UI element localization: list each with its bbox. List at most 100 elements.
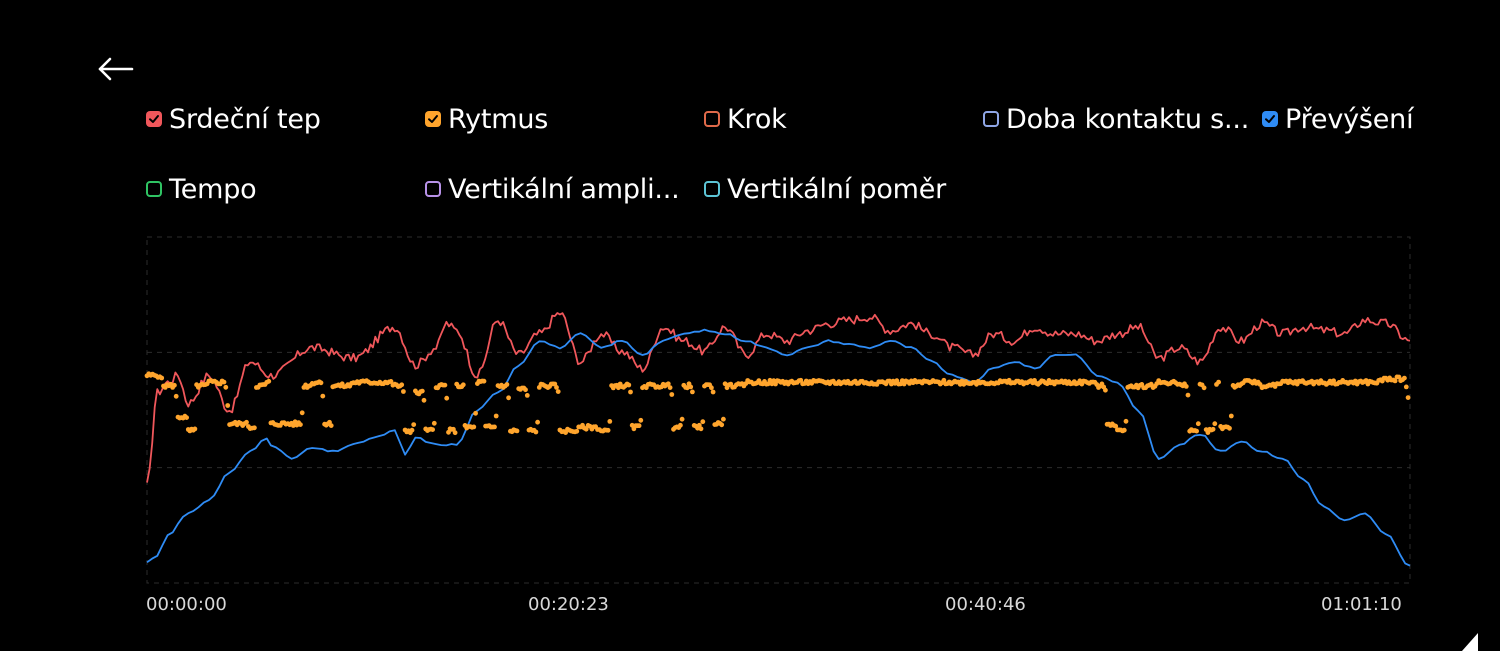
cadence-point <box>320 393 326 399</box>
cadence-point <box>172 382 177 388</box>
legend-item[interactable]: Krok <box>704 99 787 139</box>
cadence-point <box>244 419 249 425</box>
cadence-point <box>444 395 450 401</box>
cadence-point <box>698 426 704 432</box>
cadence-point <box>605 427 611 433</box>
cadence-point <box>159 375 165 381</box>
cadence-point <box>535 419 540 425</box>
cadence-point <box>493 413 499 419</box>
legend-label: Krok <box>727 103 787 135</box>
x-tick-label: 01:01:10 <box>1321 594 1402 615</box>
cadence-point <box>709 385 714 391</box>
cadence-point <box>1216 379 1221 385</box>
checkbox-unchecked-icon[interactable] <box>425 181 441 197</box>
x-tick-label: 00:20:23 <box>528 594 609 615</box>
cadence-point <box>481 378 487 384</box>
checkbox-checked-icon[interactable] <box>1262 111 1278 127</box>
cadence-point <box>533 429 539 435</box>
cadence-point <box>678 422 683 428</box>
cadence-point <box>388 379 394 384</box>
cadence-point <box>401 389 406 394</box>
checkbox-unchecked-icon[interactable] <box>704 111 720 127</box>
cadence-point <box>430 427 435 432</box>
cadence-point <box>1227 425 1232 431</box>
legend-label: Rytmus <box>448 103 549 135</box>
cadence-point <box>514 428 520 434</box>
checkbox-unchecked-icon[interactable] <box>983 111 999 127</box>
legend-label: Vertikální poměr <box>727 173 947 205</box>
cadence-point <box>504 382 510 387</box>
cadence-point <box>1123 418 1129 424</box>
legend-label: Tempo <box>169 173 257 205</box>
cadence-point <box>298 422 303 427</box>
legend-label: Vertikální ampli... <box>448 173 680 205</box>
cadence-point <box>636 423 642 429</box>
cadence-point <box>700 419 706 425</box>
checkbox-unchecked-icon[interactable] <box>146 181 162 197</box>
cadence-point <box>473 410 478 416</box>
cadence-point <box>941 377 947 383</box>
legend-item[interactable]: Tempo <box>146 169 257 209</box>
cadence-point <box>1212 421 1218 427</box>
cadence-point <box>1228 413 1234 419</box>
plot-frame <box>146 236 1411 584</box>
cadence-point <box>192 426 198 432</box>
cadence-point <box>669 392 675 397</box>
cadence-point <box>574 428 580 434</box>
arrow-left-icon <box>98 57 134 81</box>
cadence-point <box>409 427 415 433</box>
cadence-point <box>690 389 695 395</box>
series-elevation-line <box>146 328 1411 567</box>
cadence-point <box>318 380 324 386</box>
cadence-point <box>722 381 728 387</box>
cadence-point <box>638 417 644 423</box>
cadence-point <box>1183 384 1189 389</box>
cadence-point <box>721 416 726 422</box>
cadence-point <box>173 393 179 399</box>
cadence-point <box>252 425 257 431</box>
series-heart-rate-line <box>146 312 1411 483</box>
cadence-point <box>1103 387 1108 393</box>
legend-label: Převýšení <box>1285 103 1414 135</box>
cadence-point <box>419 388 425 394</box>
back-button[interactable] <box>96 52 136 86</box>
cadence-point <box>554 385 559 390</box>
resize-corner-icon <box>1462 633 1478 651</box>
cadence-point <box>665 381 671 387</box>
cadence-point <box>184 415 190 420</box>
legend-label: Srdeční tep <box>169 103 321 135</box>
cadence-point <box>555 389 561 394</box>
cadence-point <box>299 410 305 416</box>
cadence-point <box>460 382 466 388</box>
checkbox-unchecked-icon[interactable] <box>704 181 720 197</box>
cadence-point <box>1195 421 1201 427</box>
checkbox-checked-icon[interactable] <box>425 111 441 127</box>
cadence-point <box>1113 423 1119 429</box>
legend-item[interactable]: Srdeční tep <box>146 99 321 139</box>
legend-item[interactable]: Doba kontaktu s... <box>983 99 1249 139</box>
cadence-point <box>1185 392 1191 398</box>
cadence-point <box>431 420 437 426</box>
cadence-point <box>688 384 694 390</box>
cadence-point <box>710 389 716 395</box>
x-tick-label: 00:00:00 <box>146 594 227 615</box>
cadence-point <box>767 377 773 383</box>
cadence-point <box>492 424 497 430</box>
checkbox-checked-icon[interactable] <box>146 111 162 127</box>
legend-item[interactable]: Vertikální poměr <box>704 169 946 209</box>
cadence-point <box>452 430 458 436</box>
legend-item[interactable]: Převýšení <box>1262 99 1414 139</box>
cadence-point <box>399 382 405 388</box>
cadence-point <box>523 387 528 393</box>
legend-label: Doba kontaktu s... <box>1006 103 1250 135</box>
x-tick-label: 00:40:46 <box>945 594 1026 615</box>
cadence-point <box>679 416 685 422</box>
legend-item[interactable]: Rytmus <box>425 99 548 139</box>
cadence-point <box>221 379 227 385</box>
legend-item[interactable]: Vertikální ampli... <box>425 169 680 209</box>
cadence-point <box>266 378 272 384</box>
cadence-point <box>524 393 530 398</box>
cadence-point <box>1194 428 1199 434</box>
cadence-point <box>1121 427 1127 433</box>
series-cadence-dots <box>144 371 1411 436</box>
